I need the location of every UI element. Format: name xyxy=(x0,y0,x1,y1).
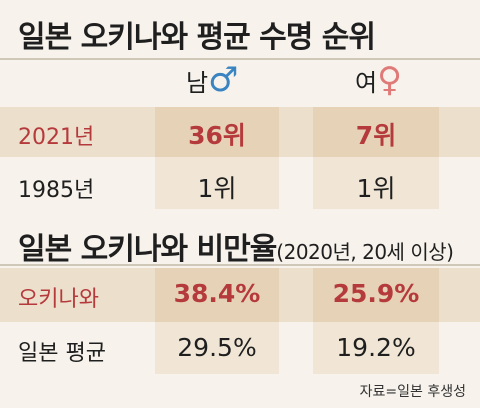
row-label-1985: 1985년 xyxy=(18,178,95,203)
divider xyxy=(0,264,480,266)
female-rank-2021: 7위 xyxy=(355,121,397,150)
male-cell-bg xyxy=(155,322,279,374)
female-label: 여 xyxy=(355,69,378,97)
male-obesity-japan: 29.5% xyxy=(177,333,257,362)
male-cell-bg xyxy=(155,107,279,157)
male-cell-bg xyxy=(155,157,279,209)
source-note: 자료=일본 후생성 xyxy=(359,384,466,400)
male-rank-2021: 36위 xyxy=(188,121,246,150)
female-cell-bg xyxy=(313,322,439,374)
female-symbol-icon: ♀ xyxy=(377,60,402,100)
lifespan-title: 일본 오키나와 평균 수명 순위 xyxy=(18,20,376,55)
female-cell-bg xyxy=(313,268,439,322)
row-label-okinawa: 오키나와 xyxy=(18,287,99,312)
female-obesity-okinawa: 25.9% xyxy=(332,279,420,308)
divider xyxy=(0,58,480,60)
obesity-title-note: (2020년, 20세 이상) xyxy=(276,240,454,264)
male-rank-1985: 1위 xyxy=(197,174,237,203)
female-obesity-japan: 19.2% xyxy=(336,333,416,362)
female-column-header: 여♀ xyxy=(355,63,402,98)
male-obesity-okinawa: 38.4% xyxy=(173,279,261,308)
male-cell-bg xyxy=(155,268,279,322)
female-rank-1985: 1위 xyxy=(356,174,396,203)
obesity-title: 일본 오키나와 비만율(2020년, 20세 이상) xyxy=(18,224,454,268)
row-label-japan-average: 일본 평균 xyxy=(18,341,106,366)
male-column-header: 남♂ xyxy=(186,63,239,98)
male-label: 남 xyxy=(186,69,209,97)
row-label-2021: 2021년 xyxy=(18,125,95,150)
male-symbol-icon: ♂ xyxy=(208,60,239,100)
female-cell-bg xyxy=(313,157,439,209)
female-cell-bg xyxy=(313,107,439,157)
obesity-title-main: 일본 오키나와 비만율 xyxy=(18,232,277,267)
